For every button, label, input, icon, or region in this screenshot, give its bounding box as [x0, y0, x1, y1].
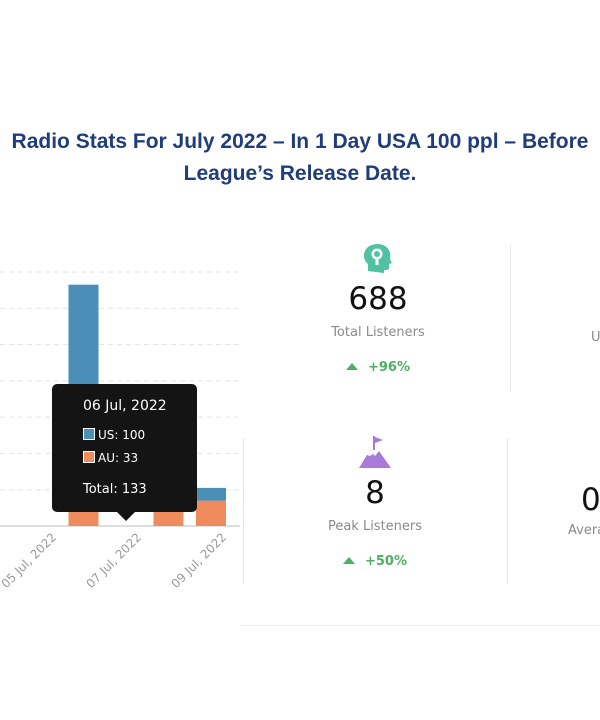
delta-value: +50% [364, 554, 407, 569]
divider [507, 438, 508, 584]
tooltip-date: 06 Jul, 2022 [83, 398, 167, 414]
mountain-flag-icon [359, 436, 391, 468]
chart-tooltip: 06 Jul, 2022 US: 100 AU: 33 Total: 133 [52, 384, 197, 521]
x-tick-label: 07 Jul, 2022 [83, 530, 144, 591]
title-line-2: League’s Release Date. [183, 162, 417, 185]
stat-delta: +96% [318, 360, 438, 375]
stat-value: 8 [365, 475, 385, 511]
divider [510, 245, 511, 391]
partial-stat-label: Avera [568, 523, 600, 538]
stat-value: 688 [348, 281, 408, 317]
arrow-up-icon [345, 363, 358, 370]
divider [243, 438, 244, 584]
x-tick-label: 09 Jul, 2022 [168, 530, 229, 591]
au-swatch [83, 451, 95, 463]
headphones-head-icon [364, 243, 392, 273]
bar-au[interactable] [196, 500, 226, 526]
page-title: Radio Stats For July 2022 – In 1 Day USA… [0, 126, 600, 190]
stat-label: Total Listeners [331, 325, 425, 340]
us-swatch [83, 428, 95, 440]
tooltip-row-au: AU: 33 [83, 451, 138, 465]
title-line-1: Radio Stats For July 2022 – In 1 Day USA… [11, 130, 589, 153]
stat-peak-listeners: 8 Peak Listeners +50% [315, 434, 435, 569]
stat-label: Peak Listeners [327, 519, 423, 534]
partial-stat-value: 0 [581, 482, 600, 518]
partial-stat-label: U [591, 330, 600, 345]
tooltip-row-us: US: 100 [83, 428, 145, 442]
divider [240, 625, 600, 626]
delta-value: +96% [367, 360, 410, 375]
arrow-up-icon [342, 557, 355, 564]
x-tick-label: 05 Jul, 2022 [0, 530, 59, 591]
stat-delta: +50% [315, 554, 435, 569]
tooltip-au-label: AU: 33 [98, 451, 139, 465]
stat-total-listeners: 688 Total Listeners +96% [318, 240, 438, 375]
tooltip-total: Total: 133 [83, 482, 147, 497]
bar-us[interactable] [196, 487, 226, 501]
tooltip-us-label: US: 100 [98, 428, 146, 442]
